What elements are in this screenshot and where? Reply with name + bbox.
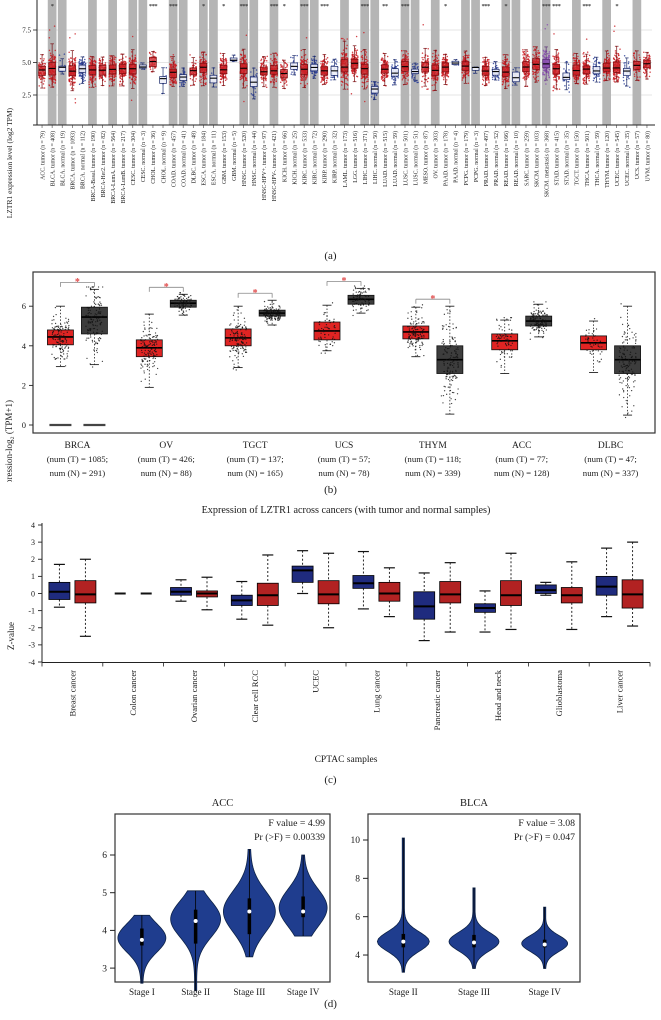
- panel-b-caption: (b): [324, 484, 337, 496]
- svg-text:LUSC. normal (n = 51): LUSC. normal (n = 51): [412, 131, 419, 185]
- svg-text:BRCA-Basal. tumor (n = 190): BRCA-Basal. tumor (n = 190): [90, 131, 97, 201]
- svg-text:BRCA-LumA. tumor (n = 564): BRCA-LumA. tumor (n = 564): [110, 131, 117, 204]
- svg-text:***: ***: [361, 3, 370, 10]
- svg-text:*: *: [504, 3, 507, 10]
- svg-text:LIHC. normal (n = 50): LIHC. normal (n = 50): [372, 131, 379, 184]
- svg-text:***: ***: [240, 3, 249, 10]
- svg-text:BLCA. normal (n = 19): BLCA. normal (n = 19): [60, 131, 67, 186]
- svg-text:LAML. tumor (n = 173): LAML. tumor (n = 173): [342, 131, 349, 187]
- svg-text:BRCA-LumB. tumor (n = 217): BRCA-LumB. tumor (n = 217): [120, 131, 127, 203]
- svg-text:COAD. tumor (n = 457): COAD. tumor (n = 457): [170, 131, 177, 187]
- panel-d-caption: (d): [324, 998, 337, 1010]
- svg-text:PCPG. tumor (n = 179): PCPG. tumor (n = 179): [463, 131, 470, 185]
- svg-text:CHOL. normal (n = 9): CHOL. normal (n = 9): [160, 131, 167, 183]
- svg-text:***: ***: [320, 3, 329, 10]
- svg-text:CESC. normal (n = 3): CESC. normal (n = 3): [140, 131, 147, 182]
- svg-text:***: ***: [300, 3, 309, 10]
- svg-text:LUSC. tumor (n = 501): LUSC. tumor (n = 501): [402, 131, 409, 186]
- svg-text:MESO. tumor (n = 87): MESO. tumor (n = 87): [422, 131, 429, 184]
- svg-text:KIRC. normal (n = 72): KIRC. normal (n = 72): [312, 131, 319, 184]
- svg-text:COAD. normal (n = 41): COAD. normal (n = 41): [180, 131, 187, 187]
- svg-text:READ. tumor (n = 166): READ. tumor (n = 166): [503, 131, 510, 187]
- svg-text:BLCA. tumor (n = 408): BLCA. tumor (n = 408): [49, 131, 56, 186]
- svg-text:*: *: [222, 3, 225, 10]
- svg-text:*: *: [202, 3, 205, 10]
- svg-text:HNSC-HPV-. tumor (n = 421): HNSC-HPV-. tumor (n = 421): [271, 131, 278, 201]
- svg-text:*: *: [444, 3, 447, 10]
- svg-text:***: ***: [482, 3, 491, 10]
- svg-text:PAAD. tumor (n = 178): PAAD. tumor (n = 178): [443, 131, 450, 186]
- svg-text:***: ***: [149, 3, 158, 10]
- svg-text:CESC. tumor (n = 304): CESC. tumor (n = 304): [130, 131, 137, 185]
- svg-text:***: ***: [270, 3, 279, 10]
- svg-text:HNSC-HPV+. tumor (n = 97): HNSC-HPV+. tumor (n = 97): [261, 131, 268, 200]
- svg-text:LUAD. normal (n = 59): LUAD. normal (n = 59): [392, 131, 399, 187]
- svg-text:***: ***: [169, 3, 178, 10]
- svg-text:KIRP. tumor (n = 290): KIRP. tumor (n = 290): [322, 131, 329, 183]
- svg-text:HNSC. normal (n = 44): HNSC. normal (n = 44): [251, 131, 258, 186]
- svg-text:ESCA. tumor (n = 184): ESCA. tumor (n = 184): [201, 131, 208, 186]
- svg-text:KIRP. normal (n = 32): KIRP. normal (n = 32): [332, 131, 339, 183]
- svg-text:READ. normal (n = 10): READ. normal (n = 10): [513, 131, 520, 186]
- svg-text:LIHC. tumor (n = 371): LIHC. tumor (n = 371): [362, 131, 369, 184]
- panel-a-caption: (a): [324, 250, 337, 262]
- svg-text:ESCA. normal (n = 11): ESCA. normal (n = 11): [211, 131, 218, 185]
- svg-text:*: *: [283, 3, 286, 10]
- svg-text:PRAD. tumor (n = 497): PRAD. tumor (n = 497): [483, 131, 490, 186]
- panel-c-cptac-zvalue-chart: Expression of LZTR1 across cancers (with…: [6, 505, 651, 765]
- svg-text:ACC. tumor (n = 79): ACC. tumor (n = 79): [39, 131, 46, 180]
- svg-text:SARC. tumor (n = 259): SARC. tumor (n = 259): [523, 131, 530, 186]
- svg-text:PAAD. normal (n = 4): PAAD. normal (n = 4): [453, 131, 460, 183]
- svg-text:BRCA. tumor (n = 1093): BRCA. tumor (n = 1093): [70, 131, 77, 190]
- svg-text:PCPG. normal (n = 3): PCPG. normal (n = 3): [473, 131, 480, 182]
- svg-text:BRCA. normal (n = 112): BRCA. normal (n = 112): [80, 131, 87, 189]
- svg-text:CHOL. tumor (n = 36): CHOL. tumor (n = 36): [150, 131, 157, 184]
- svg-text:KICH. tumor (n = 66): KICH. tumor (n = 66): [281, 131, 288, 182]
- svg-text:***: ***: [401, 3, 410, 10]
- svg-text:KIRC. tumor (n = 533): KIRC. tumor (n = 533): [301, 131, 308, 185]
- svg-text:OV. tumor (n = 303): OV. tumor (n = 303): [433, 131, 440, 179]
- svg-text:DLBC. tumor (n = 48): DLBC. tumor (n = 48): [191, 131, 198, 183]
- svg-text:LUAD. tumor (n = 515): LUAD. tumor (n = 515): [382, 131, 389, 187]
- svg-text:**: **: [382, 3, 388, 10]
- panel-a-pan-cancer-expression-chart: ACC. tumor (n = 79) * BLCA. tumor (n = 408…: [5, 0, 655, 218]
- svg-text:LGG. tumor (n = 516): LGG. tumor (n = 516): [352, 131, 359, 183]
- svg-text:KICH. normal (n = 25): KICH. normal (n = 25): [291, 131, 298, 185]
- svg-text:GBM. normal (n = 5): GBM. normal (n = 5): [231, 131, 238, 181]
- panel-c-caption: (c): [324, 774, 337, 786]
- svg-text:GBM. tumor (n = 153): GBM. tumor (n = 153): [221, 131, 228, 184]
- svg-text:HNSC. tumor (n = 520): HNSC. tumor (n = 520): [241, 131, 248, 186]
- svg-text:BRCA-Her2. tumor (n = 82): BRCA-Her2. tumor (n = 82): [100, 131, 107, 197]
- svg-text:PRAD. normal (n = 52): PRAD. normal (n = 52): [493, 131, 500, 186]
- svg-text:*: *: [51, 3, 54, 10]
